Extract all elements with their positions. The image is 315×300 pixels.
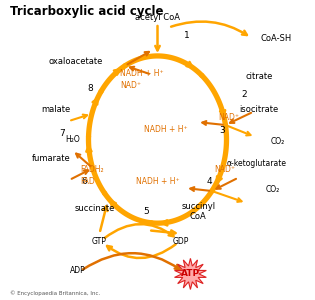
Text: FAD: FAD xyxy=(81,177,95,186)
Text: citrate: citrate xyxy=(245,72,273,81)
Text: 6: 6 xyxy=(81,177,87,186)
Text: ADP: ADP xyxy=(70,266,85,275)
Text: 8: 8 xyxy=(87,84,93,93)
Text: malate: malate xyxy=(42,105,71,114)
Text: 4: 4 xyxy=(206,177,212,186)
Text: ATP: ATP xyxy=(181,269,200,278)
Text: CoA-SH: CoA-SH xyxy=(261,34,292,43)
Polygon shape xyxy=(175,258,206,290)
Text: NADH + H⁺: NADH + H⁺ xyxy=(144,124,187,134)
Text: NAD⁺: NAD⁺ xyxy=(219,113,240,122)
Text: oxaloacetate: oxaloacetate xyxy=(49,57,103,66)
Text: CO₂: CO₂ xyxy=(270,137,285,146)
Text: 5: 5 xyxy=(144,207,149,216)
Text: 2: 2 xyxy=(241,90,247,99)
Text: succinyl
CoA: succinyl CoA xyxy=(181,202,215,221)
Text: α-ketoglutarate: α-ketoglutarate xyxy=(226,159,287,168)
Text: NAD⁺: NAD⁺ xyxy=(120,81,141,90)
Text: succinate: succinate xyxy=(75,204,115,213)
Text: FADH₂: FADH₂ xyxy=(81,165,104,174)
Text: 3: 3 xyxy=(219,126,225,135)
Text: GTP: GTP xyxy=(92,237,107,246)
Text: 7: 7 xyxy=(59,129,65,138)
Text: H₂O: H₂O xyxy=(65,135,80,144)
Text: © Encyclopaedia Britannica, Inc.: © Encyclopaedia Britannica, Inc. xyxy=(10,290,100,296)
Text: fumarate: fumarate xyxy=(32,154,71,164)
Text: Tricarboxylic acid cycle: Tricarboxylic acid cycle xyxy=(10,5,163,18)
Text: NAD⁺: NAD⁺ xyxy=(214,165,235,174)
Text: NADH + H⁺: NADH + H⁺ xyxy=(120,69,163,78)
Text: CO₂: CO₂ xyxy=(266,185,280,194)
Text: isocitrate: isocitrate xyxy=(239,105,278,114)
Text: acetyl CoA: acetyl CoA xyxy=(135,13,180,22)
Text: 1: 1 xyxy=(184,31,190,40)
Text: NADH + H⁺: NADH + H⁺ xyxy=(136,178,180,187)
Text: GDP: GDP xyxy=(173,237,189,246)
